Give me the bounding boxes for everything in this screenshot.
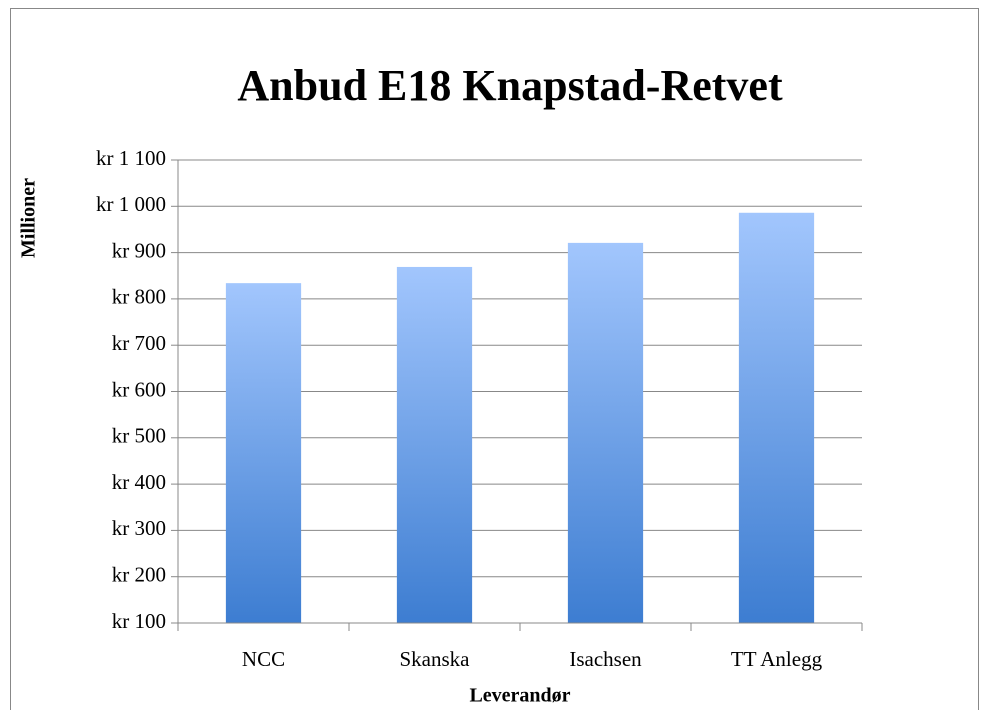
x-axis-label: Leverandør [469,685,570,707]
y-tick-label: kr 100 [112,609,166,633]
chart-border [10,8,979,710]
y-tick-label: kr 500 [112,424,166,448]
y-tick-label: kr 700 [112,331,166,355]
y-tick-label: kr 200 [112,563,166,587]
bar [396,266,473,623]
y-tick-label: kr 1 000 [96,192,166,216]
x-tick-label: NCC [242,647,285,671]
x-tick-label: Isachsen [569,647,642,671]
x-tick-label: TT Anlegg [731,647,823,671]
y-tick-label: kr 600 [112,377,166,401]
bar [738,212,815,624]
y-tick-label: kr 400 [112,470,166,494]
chart-title: Anbud E18 Knapstad-Retvet [237,61,783,110]
y-tick-label: kr 800 [112,285,166,309]
bar [225,283,302,623]
x-tick-label: Skanska [400,647,471,671]
bar [567,242,644,623]
y-tick-label: kr 300 [112,516,166,540]
y-axis-label: Millioner [18,178,40,258]
y-tick-label: kr 900 [112,238,166,262]
y-tick-label: kr 1 100 [96,146,166,170]
